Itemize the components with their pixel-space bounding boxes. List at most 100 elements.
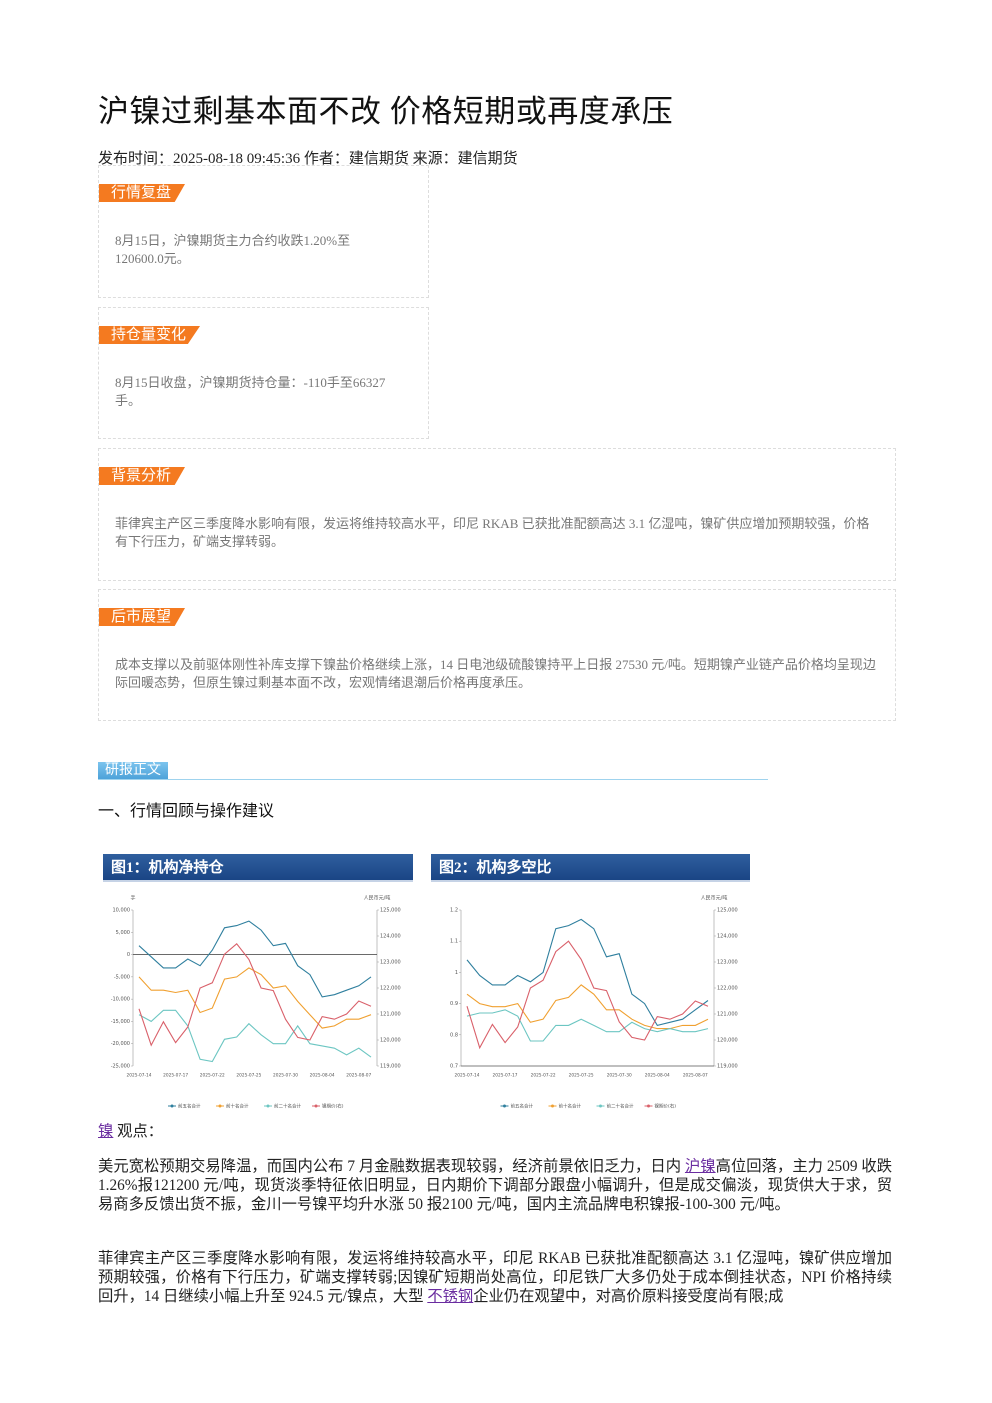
summary-box: 持仓量变化 8月15日收盘，沪镍期货持仓量：-110手至66327手。 xyxy=(98,307,429,439)
paragraph: 美元宽松预期交易降温，而国内公布 7 月金融数据表现较弱，经济前景依旧乏力，日内… xyxy=(98,1157,892,1214)
x-tick-label: 2025-08-07 xyxy=(346,1073,371,1079)
x-tick-label: 2025-07-14 xyxy=(127,1073,152,1079)
legend-label: 前二十名合计 xyxy=(607,1103,634,1110)
chart: 1.2 1.1 1 0.9 0.8 0.7 125,000 124,000 123,000 122… xyxy=(450,895,738,1110)
y-tick-label: 0.7 xyxy=(450,1064,458,1070)
legend-dot xyxy=(170,1104,174,1108)
label: 观点： xyxy=(117,1123,164,1140)
legend-label: 前二十名合计 xyxy=(274,1103,301,1110)
link[interactable]: 沪镍 xyxy=(684,1158,716,1175)
legend-dot xyxy=(551,1104,554,1108)
text: 美元宽松预期交易降温，而国内公布 7 月金融数据表现较弱，经济前景依旧乏力，日内 xyxy=(98,1158,685,1175)
legend-dot xyxy=(647,1104,650,1108)
x-tick-label: 2025-07-17 xyxy=(163,1073,188,1079)
y-tick-label: -25,000 xyxy=(111,1064,130,1070)
y-tick-label: -20,000 xyxy=(111,1041,130,1047)
title: 沪镍过剩基本面不改 价格短期或再度承压 xyxy=(98,94,674,129)
link[interactable]: 镍 xyxy=(98,1123,114,1140)
y2-tick-label: 120,000 xyxy=(380,1038,401,1044)
y2-tick-label: 119,000 xyxy=(717,1064,738,1070)
y2-tick-label: 119,000 xyxy=(380,1064,401,1070)
summary-box: 背景分析 菲律宾主产区三季度降水影响有限，发运将维持较高水平，印尼 RKAB 已… xyxy=(98,448,896,581)
viewpoint: 镍 观点： xyxy=(98,1119,163,1141)
box-text: 菲律宾主产区三季度降水影响有限，发运将维持较高水平，印尼 RKAB 已获批准配额… xyxy=(115,516,870,549)
series-line xyxy=(138,920,372,998)
box-text: 8月15日收盘，沪镍期货持仓量：-110手至66327手。 xyxy=(115,375,386,408)
section-tag: 研报正文 xyxy=(98,762,168,780)
legend-dot xyxy=(599,1104,602,1108)
series-line xyxy=(466,918,709,1027)
link[interactable]: 不锈钢 xyxy=(427,1288,474,1305)
x-tick-label: 2025-08-04 xyxy=(310,1073,335,1079)
chart-title: 图1：机构净持仓 xyxy=(103,854,413,882)
tag: 背景分析 xyxy=(99,467,186,485)
y2-axis-label: 人民币元/吨 xyxy=(701,895,728,902)
y2-tick-label: 122,000 xyxy=(380,986,401,992)
y2-tick-label: 120,000 xyxy=(717,1038,738,1044)
series-line xyxy=(466,1009,709,1042)
y2-tick-label: 124,000 xyxy=(717,934,738,940)
x-tick-label: 2025-07-30 xyxy=(607,1073,632,1079)
y-tick-label: 10,000 xyxy=(113,908,131,914)
series-line xyxy=(466,940,709,1050)
y2-tick-label: 123,000 xyxy=(380,960,401,966)
y-tick-label: 0 xyxy=(127,952,130,958)
legend-label: 镍期价(右) xyxy=(322,1103,344,1110)
x-tick-label: 2025-08-07 xyxy=(683,1073,708,1079)
y-tick-label: 5,000 xyxy=(116,930,130,936)
legend-label: 前五名合计 xyxy=(178,1103,201,1110)
legend-label: 镍期价(右) xyxy=(655,1103,677,1110)
y2-tick-label: 125,000 xyxy=(380,908,401,914)
legend-label: 前五名合计 xyxy=(511,1103,534,1110)
x-tick-label: 2025-07-22 xyxy=(531,1073,556,1079)
legend-label: 前十名合计 xyxy=(559,1103,582,1110)
x-tick-label: 2025-07-30 xyxy=(273,1073,298,1079)
section-line xyxy=(98,779,768,780)
y2-tick-label: 123,000 xyxy=(717,960,738,966)
x-tick-label: 2025-07-14 xyxy=(455,1073,480,1079)
y2-tick-label: 124,000 xyxy=(380,934,401,940)
y2-axis-label: 人民币元/吨 xyxy=(364,895,391,902)
summary-box: 行情复盘 8月15日，沪镍期货主力合约收跌1.20%至120600.0元。 xyxy=(98,165,429,298)
y2-tick-label: 125,000 xyxy=(717,908,738,914)
legend-dot xyxy=(266,1104,270,1108)
y-tick-label: -15,000 xyxy=(111,1019,130,1025)
x-tick-label: 2025-07-25 xyxy=(569,1073,594,1079)
x-tick-label: 2025-07-22 xyxy=(200,1073,225,1079)
y-axis-label: 手 xyxy=(130,895,135,902)
y-tick-label: -10,000 xyxy=(111,997,130,1003)
series-line xyxy=(138,967,372,1029)
y-tick-label: 1.2 xyxy=(450,908,458,914)
y-tick-label: 0.8 xyxy=(450,1032,458,1038)
y2-tick-label: 121,000 xyxy=(380,1012,401,1018)
y-tick-label: -5,000 xyxy=(114,974,130,980)
y2-tick-label: 121,000 xyxy=(717,1012,738,1018)
x-tick-label: 2025-07-17 xyxy=(493,1073,518,1079)
y-tick-label: 1.1 xyxy=(450,939,458,945)
y-tick-label: 1 xyxy=(455,970,458,976)
legend-label: 前十名合计 xyxy=(226,1103,249,1110)
text: 菲律宾主产区三季度降水影响有限，发运将维持较高水平，印尼 RKAB 已获批准配额… xyxy=(98,1250,892,1305)
legend-dot xyxy=(503,1104,506,1108)
series-line xyxy=(138,943,372,1047)
tag: 后市展望 xyxy=(99,608,186,626)
paragraph: 菲律宾主产区三季度降水影响有限，发运将维持较高水平，印尼 RKAB 已获批准配额… xyxy=(98,1249,892,1306)
text: 企业仍在观望中，对高价原料接受度尚有限;成 xyxy=(473,1288,784,1305)
legend-dot xyxy=(314,1104,318,1108)
chart-title: 图2：机构多空比 xyxy=(431,854,750,882)
summary-box: 后市展望 成本支撑以及前驱体刚性补库支撑下镍盐价格继续上涨，14 日电池级硫酸镍… xyxy=(98,589,896,721)
x-tick-label: 2025-07-25 xyxy=(236,1073,261,1079)
y2-tick-label: 122,000 xyxy=(717,986,738,992)
tag: 持仓量变化 xyxy=(99,326,201,344)
chart: 10,000 5,000 0 -5,000 -10,000 -15,000 -20,000 -… xyxy=(111,895,401,1110)
meta: 发布时间：2025-08-18 09:45:36 作者：建信期货 来源：建信期货 xyxy=(98,151,518,167)
box-text: 8月15日，沪镍期货主力合约收跌1.20%至120600.0元。 xyxy=(115,233,351,266)
legend-dot xyxy=(218,1104,222,1108)
series-line xyxy=(138,1009,372,1063)
y-tick-label: 0.9 xyxy=(450,1001,458,1007)
section-heading: 一、行情回顾与操作建议 xyxy=(98,803,275,820)
tag: 行情复盘 xyxy=(99,184,186,202)
x-tick-label: 2025-08-04 xyxy=(645,1073,670,1079)
text: 高位回落，主力 2509 收跌 1.26%报121200 元/吨，现货淡季特征依… xyxy=(98,1158,892,1213)
